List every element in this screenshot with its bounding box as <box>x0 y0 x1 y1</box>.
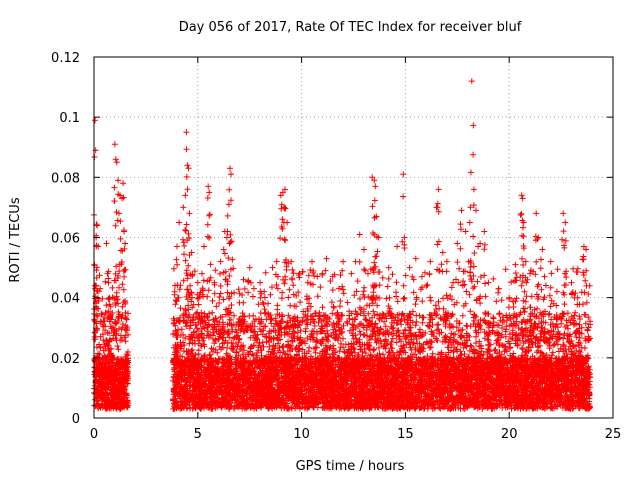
x-tick-label: 20 <box>501 427 518 442</box>
x-tick-label: 15 <box>397 427 414 442</box>
y-tick-label: 0.08 <box>51 171 80 186</box>
x-tick-label: 0 <box>90 427 98 442</box>
y-tick-label: 0.04 <box>51 292 80 307</box>
x-tick-label: 25 <box>605 427 622 442</box>
x-tick-labels: 0 5 10 15 20 25 <box>90 427 621 442</box>
x-tick-label: 10 <box>293 427 310 442</box>
y-tick-labels: 0 0.02 0.04 0.06 0.08 0.1 0.12 <box>51 51 80 427</box>
y-tick-label: 0 <box>72 412 80 427</box>
chart-title: Day 056 of 2017, Rate Of TEC Index for r… <box>179 20 522 35</box>
roti-marker <box>91 78 594 412</box>
data-points <box>91 78 594 412</box>
y-tick-label: 0.12 <box>51 51 80 66</box>
y-tick-label: 0.06 <box>51 232 80 247</box>
x-axis-label: GPS time / hours <box>296 459 405 474</box>
axis-ticks <box>93 56 614 419</box>
x-tick-label: 5 <box>194 427 202 442</box>
y-tick-label: 0.1 <box>59 111 80 126</box>
y-axis-label: ROTI / TECUs <box>8 197 23 282</box>
y-tick-label: 0.02 <box>51 352 80 367</box>
